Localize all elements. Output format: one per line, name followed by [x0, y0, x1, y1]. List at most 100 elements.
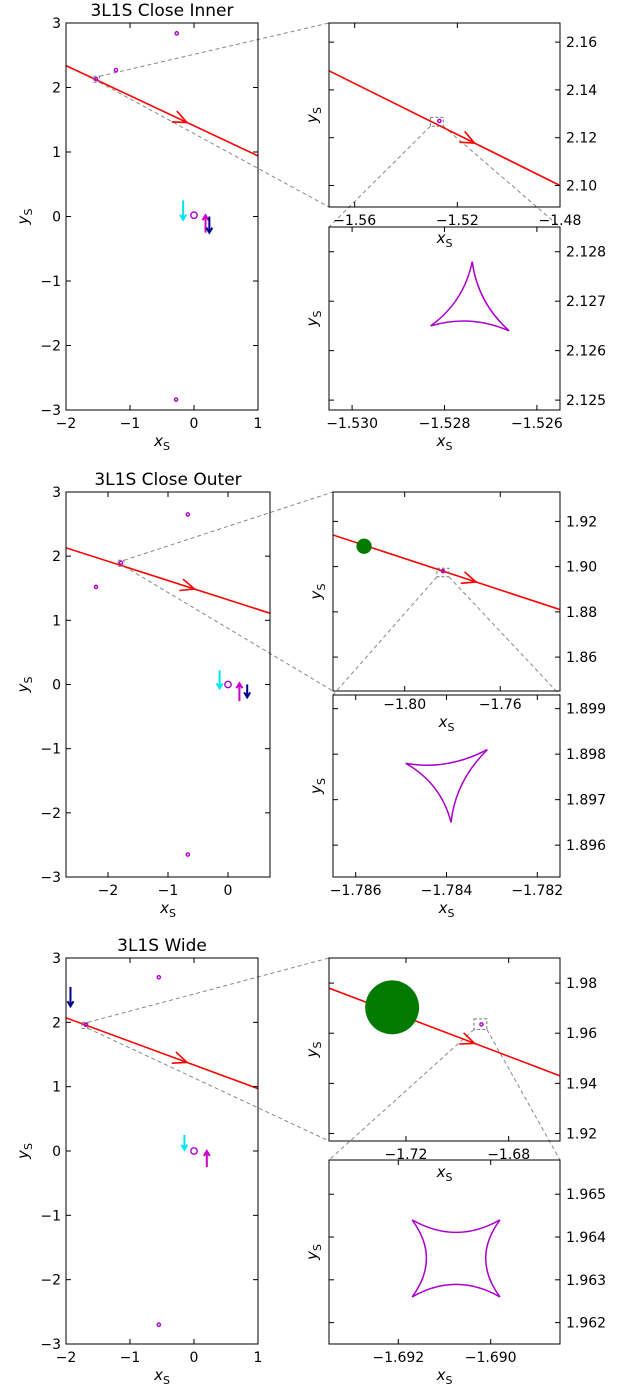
axes-frame	[65, 22, 259, 411]
y-tick-label: −2	[40, 1273, 61, 1289]
x-tick-label: −1.526	[511, 416, 563, 432]
plot-area	[411, 1219, 501, 1298]
x-tick-label: −1	[158, 883, 179, 899]
x-tick-label: 0	[190, 416, 199, 432]
caustic-marker	[156, 975, 162, 980]
x-tick-label: 1	[254, 416, 263, 432]
y-tick-label: −2	[40, 806, 61, 822]
panel-5: −1.80 −1.76 1.86 1.88 1.90 1.92 xS yS	[307, 491, 597, 734]
x-tick-label: −1.530	[326, 416, 378, 432]
axes-frame	[328, 226, 561, 411]
y-tick-label: 1.92	[566, 514, 597, 530]
vertical-arrow-head	[215, 682, 224, 691]
y-axis-label: yS	[14, 1143, 35, 1160]
plot-area	[66, 975, 258, 1327]
zoom-connector	[87, 1027, 330, 1142]
plot-area	[405, 748, 488, 823]
y-axis-label: yS	[303, 107, 324, 124]
y-tick-label: 3	[52, 16, 61, 32]
y-tick-label: 1.90	[566, 560, 597, 576]
x-tick-label: 0	[224, 883, 233, 899]
trajectory-arrowhead	[459, 1032, 477, 1045]
y-tick-label: −1	[40, 742, 61, 758]
x-tick-label: −1.782	[511, 883, 563, 899]
caustic-marker	[113, 67, 119, 73]
trajectory-arrowhead	[179, 578, 197, 592]
x-tick-label: −1.784	[421, 883, 473, 899]
caustic-marker	[156, 1322, 162, 1327]
axes-frame	[328, 22, 561, 208]
x-axis-label: xS	[153, 1366, 170, 1387]
caustic-marker	[190, 1147, 198, 1155]
y-tick-label: 1.92	[566, 1126, 597, 1142]
y-tick-label: −3	[40, 1337, 61, 1353]
zoom-box	[117, 559, 125, 567]
caustic-curve	[405, 748, 488, 823]
y-tick-label: 2	[52, 1015, 61, 1031]
y-tick-label: 1.963	[566, 1273, 606, 1289]
y-axis-label: yS	[307, 584, 328, 601]
y-tick-label: −3	[40, 403, 61, 419]
x-tick-label: 0	[190, 1350, 199, 1366]
y-axis-label: yS	[14, 677, 35, 694]
y-tick-label: 0	[52, 678, 61, 694]
trajectory-arrowhead	[459, 130, 477, 144]
caustic-marker	[93, 584, 99, 590]
zoom-connector	[328, 125, 431, 228]
vertical-arrow-head	[201, 213, 210, 221]
zoom-box	[473, 1018, 488, 1030]
caustic-marker	[83, 1022, 89, 1028]
y-axis-label: yS	[14, 209, 35, 226]
y-tick-label: 2.125	[566, 393, 606, 409]
zoom-connector	[328, 1029, 475, 1161]
caustic-marker	[224, 680, 232, 689]
caustic-marker	[479, 1022, 484, 1027]
axes-frame	[328, 957, 561, 1142]
zoom-connector	[448, 576, 561, 696]
source-trajectory	[66, 547, 270, 615]
y-tick-label: 3	[52, 485, 61, 501]
panel-4: −2 −1 0 −3 −2 −1 0 1 2 3 xS yS 3L1S Close Outer	[14, 470, 271, 920]
plot-area	[66, 31, 258, 402]
chart-title: 3L1S Close Inner	[90, 1, 233, 21]
vertical-arrow-head	[179, 214, 187, 222]
y-tick-label: −1	[40, 1208, 61, 1224]
y-tick-label: 2	[52, 549, 61, 565]
x-tick-label: −1.692	[372, 1350, 424, 1366]
y-tick-label: 1	[52, 613, 61, 629]
x-axis-label: xS	[436, 1163, 453, 1184]
y-tick-label: 1.899	[566, 702, 606, 718]
plot-area	[329, 980, 560, 1077]
x-tick-label: −1.76	[479, 697, 522, 713]
caustic-marker	[118, 560, 124, 566]
vertical-arrow-head	[243, 691, 252, 700]
vertical-arrow-head	[205, 227, 214, 235]
y-tick-label: 1.86	[566, 650, 597, 666]
x-tick-label: −2	[98, 883, 119, 899]
x-axis-label: xS	[438, 899, 455, 920]
source-disk	[365, 980, 420, 1035]
caustic-marker	[185, 852, 191, 857]
panel-8: −1.72 −1.68 1.92 1.94 1.96 1.98 xS yS	[303, 957, 597, 1184]
y-axis-label: yS	[303, 1042, 324, 1059]
x-tick-label: −1.68	[487, 1147, 530, 1163]
x-tick-label: −1	[120, 416, 141, 432]
panels: −2 −1 0 1 −3 −2 −1 0 1 2 3 xS yS 3L1S Close Inner −1.5…	[14, 1, 606, 1387]
zoom-connector	[486, 1029, 561, 1161]
axes-frame	[328, 1159, 561, 1345]
y-tick-label: 1.98	[566, 976, 597, 992]
axes-frame	[332, 491, 561, 692]
y-tick-label: 1	[52, 145, 61, 161]
caustic-marker	[93, 76, 99, 82]
x-axis-label: xS	[436, 229, 453, 250]
x-tick-label: −1.48	[539, 213, 582, 229]
y-tick-label: 2.14	[566, 83, 597, 99]
plot-area	[329, 70, 560, 187]
y-tick-label: 1.88	[566, 605, 597, 621]
y-tick-label: 1.897	[566, 793, 606, 809]
y-tick-label: 1.965	[566, 1187, 606, 1203]
source-trajectory	[329, 987, 560, 1077]
y-tick-label: 1.94	[566, 1076, 597, 1092]
